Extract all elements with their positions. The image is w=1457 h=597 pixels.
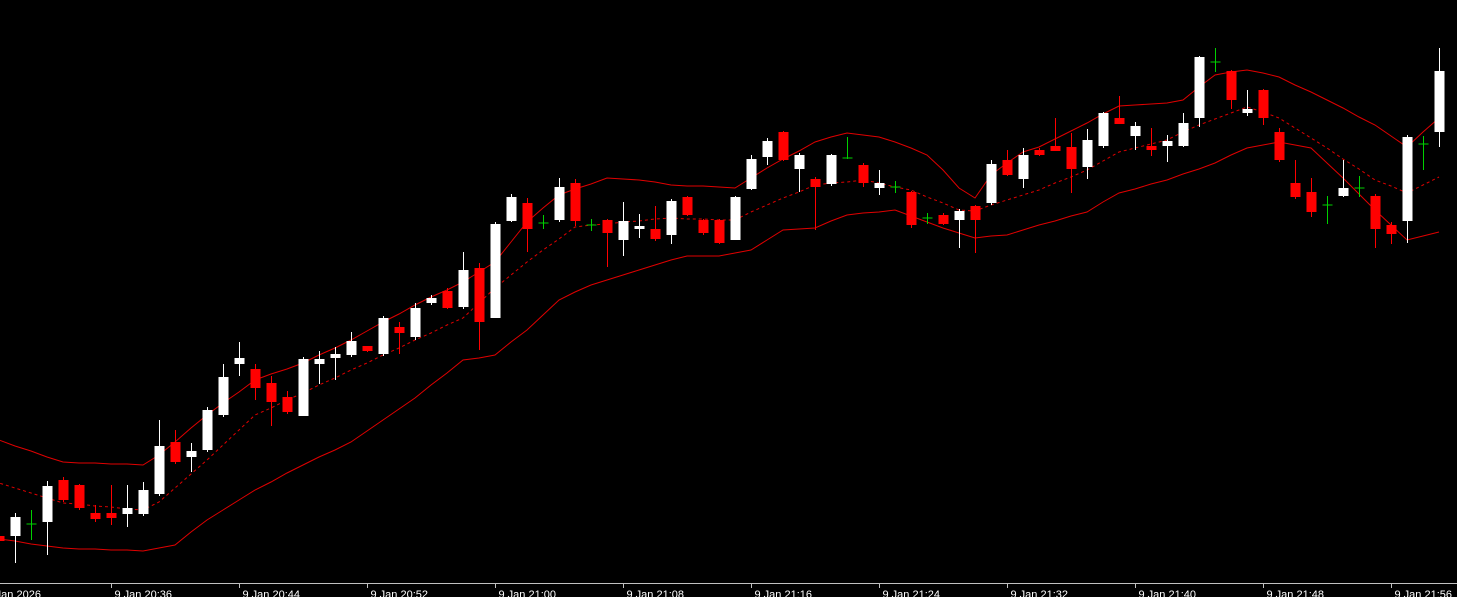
candle-body — [714, 220, 725, 243]
candle-body — [1194, 57, 1205, 118]
x-tick-label: 9 Jan 20:36 — [115, 589, 173, 597]
candle-body — [90, 513, 101, 519]
candle-body — [0, 536, 5, 541]
candle-body — [522, 203, 533, 229]
candle-body — [778, 132, 789, 160]
candle-body — [986, 164, 997, 203]
candle-body — [1242, 109, 1253, 113]
candle-body — [506, 197, 517, 221]
candle-body — [906, 192, 917, 225]
candle-body — [1146, 146, 1157, 150]
candle-body — [314, 359, 325, 364]
candle-body — [1290, 183, 1301, 197]
candle-body — [58, 480, 69, 500]
candle-body — [490, 224, 501, 318]
candle-body — [1114, 118, 1125, 124]
band-line — [0, 141, 1440, 552]
x-tick-label: 9 Jan 21:56 — [1395, 589, 1453, 597]
candle-body — [970, 206, 981, 220]
candle-body — [1338, 188, 1349, 196]
candle-body — [1050, 146, 1061, 151]
candle-body — [554, 187, 565, 220]
candle-body — [1162, 141, 1173, 146]
candle-body — [1402, 137, 1413, 221]
candle-body — [858, 165, 869, 183]
candle-body — [874, 183, 885, 188]
candle-body — [698, 220, 709, 233]
candle-body — [362, 346, 373, 351]
candle-body — [42, 486, 53, 522]
candle-body — [618, 221, 629, 240]
x-tick-label: 9 Jan 20:52 — [371, 589, 429, 597]
candle-body — [666, 201, 677, 235]
candle-body — [1258, 90, 1269, 118]
candle-body — [186, 451, 197, 457]
candle-body — [154, 446, 165, 494]
candle-body — [602, 220, 613, 233]
candle-body — [1002, 160, 1013, 175]
candle-body — [138, 490, 149, 514]
candle-body — [266, 383, 277, 402]
candle-body — [1130, 126, 1141, 136]
candle-body — [1018, 155, 1029, 179]
candle-body — [378, 318, 389, 354]
candle-body — [938, 215, 949, 224]
candle-body — [810, 179, 821, 187]
axis-strip — [0, 583, 1457, 597]
candle-body — [170, 442, 181, 462]
candle-body — [410, 308, 421, 337]
candle-body — [474, 268, 485, 322]
x-tick-label: 9 Jan 21:48 — [1267, 589, 1325, 597]
candle-body — [218, 377, 229, 415]
x-tick-label: 9 Jan 20:44 — [243, 589, 301, 597]
candle-body — [1178, 123, 1189, 146]
candle-body — [298, 359, 309, 416]
candle-body — [954, 211, 965, 220]
candle-body — [730, 197, 741, 240]
x-tick-label: 9 Jan 21:16 — [755, 589, 813, 597]
x-tick-label: 9 Jan 21:40 — [1139, 589, 1197, 597]
candle-body — [458, 270, 469, 307]
x-tick-label: 9 Jan 2026 — [0, 589, 41, 597]
candle-body — [1274, 132, 1285, 160]
candle-body — [682, 197, 693, 215]
candle-body — [202, 410, 213, 450]
candle-body — [1306, 192, 1317, 212]
x-tick-label: 9 Jan 21:32 — [1011, 589, 1069, 597]
candle-body — [794, 155, 805, 169]
candle-body — [1226, 71, 1237, 100]
x-tick-label: 9 Jan 21:24 — [883, 589, 941, 597]
candle-body — [746, 159, 757, 189]
candle-body — [1082, 140, 1093, 167]
candle-body — [1034, 150, 1045, 155]
candle-body — [234, 358, 245, 364]
candle-body — [1098, 113, 1109, 146]
candle-body — [634, 226, 645, 229]
candle-body — [250, 369, 261, 388]
candle-body — [1386, 225, 1397, 234]
candle-body — [426, 298, 437, 303]
candle-body — [650, 229, 661, 239]
candle-body — [442, 291, 453, 308]
candle-body — [394, 327, 405, 333]
candle-body — [282, 397, 293, 412]
x-tick-label: 9 Jan 21:00 — [499, 589, 557, 597]
x-tick-label: 9 Jan 21:08 — [627, 589, 685, 597]
candle-body — [346, 341, 357, 355]
candle-body — [1066, 147, 1077, 169]
candle-body — [330, 354, 341, 358]
candle-body — [10, 517, 21, 536]
candle-body — [74, 485, 85, 508]
candle-body — [106, 513, 117, 518]
candle-body — [762, 141, 773, 157]
band-line — [0, 106, 1440, 511]
candle-body — [826, 155, 837, 184]
candle-body — [570, 183, 581, 221]
candle-body — [1434, 71, 1445, 132]
candle-body — [122, 508, 133, 514]
candle-body — [1370, 196, 1381, 229]
